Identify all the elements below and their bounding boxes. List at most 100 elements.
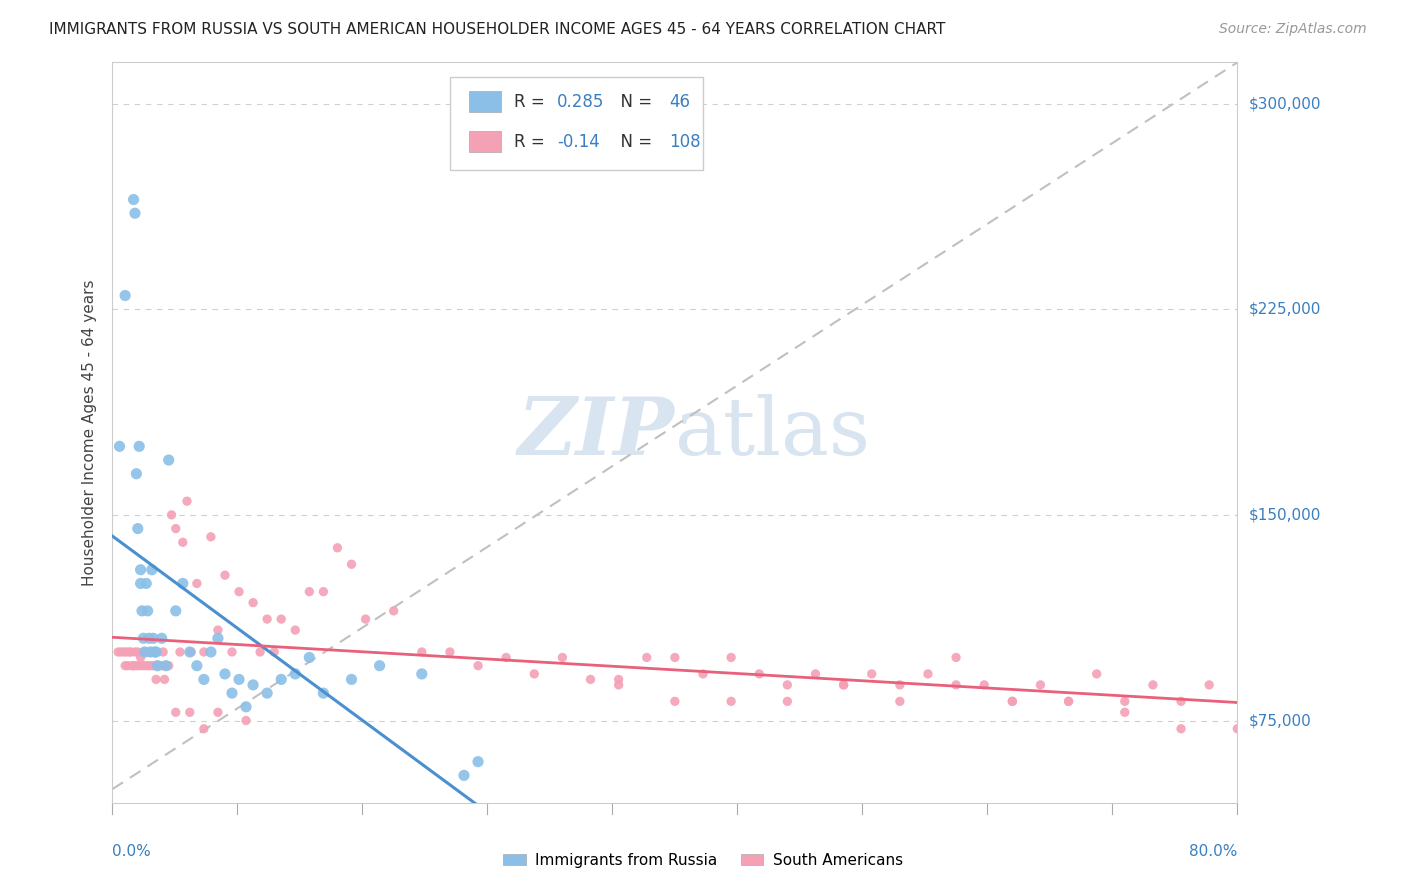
Point [122, 658, 145, 673]
Point [1170, 722, 1192, 736]
Point [720, 650, 742, 665]
Point [235, 714, 257, 728]
Point [312, 686, 335, 700]
Point [1142, 678, 1164, 692]
Point [973, 678, 995, 692]
Point [142, 658, 165, 673]
Point [945, 678, 967, 692]
Y-axis label: Householder Income Ages 45 - 64 years: Householder Income Ages 45 - 64 years [82, 279, 97, 586]
Point [551, 650, 574, 665]
Point [263, 645, 285, 659]
Point [128, 439, 150, 453]
Point [382, 604, 405, 618]
Point [122, 193, 145, 207]
Point [176, 494, 198, 508]
Point [207, 623, 229, 637]
Point [832, 678, 855, 692]
Point [141, 563, 163, 577]
Point [607, 678, 630, 692]
Point [256, 686, 278, 700]
Point [1057, 694, 1080, 708]
Point [1226, 722, 1249, 736]
Point [136, 604, 159, 618]
Point [165, 706, 187, 720]
Text: $225,000: $225,000 [1249, 301, 1320, 317]
FancyBboxPatch shape [470, 131, 501, 152]
Text: atlas: atlas [675, 393, 870, 472]
Point [664, 694, 686, 708]
Point [110, 645, 132, 659]
Point [153, 673, 176, 687]
Point [155, 658, 177, 673]
Point [607, 673, 630, 687]
Point [340, 558, 363, 572]
Text: N =: N = [610, 133, 657, 151]
Point [121, 658, 143, 673]
Point [131, 604, 153, 618]
Point [411, 645, 433, 659]
Point [115, 645, 138, 659]
Point [152, 645, 174, 659]
Point [804, 667, 827, 681]
Point [467, 755, 489, 769]
Text: 0.285: 0.285 [557, 93, 605, 111]
Point [112, 645, 135, 659]
Point [145, 673, 167, 687]
Point [368, 658, 391, 673]
Point [132, 645, 155, 659]
Point [120, 645, 142, 659]
Point [720, 694, 742, 708]
Point [1057, 694, 1080, 708]
Point [165, 522, 187, 536]
Text: $75,000: $75,000 [1249, 713, 1312, 728]
Point [136, 658, 159, 673]
Point [354, 612, 377, 626]
Point [1001, 694, 1024, 708]
Point [146, 658, 169, 673]
Point [157, 453, 180, 467]
Point [242, 596, 264, 610]
Point [132, 632, 155, 646]
Point [107, 645, 129, 659]
Point [284, 667, 307, 681]
Text: IMMIGRANTS FROM RUSSIA VS SOUTH AMERICAN HOUSEHOLDER INCOME AGES 45 - 64 YEARS C: IMMIGRANTS FROM RUSSIA VS SOUTH AMERICAN… [49, 22, 946, 37]
Point [207, 632, 229, 646]
Point [692, 667, 714, 681]
Point [172, 535, 194, 549]
Point [1114, 706, 1136, 720]
Point [298, 650, 321, 665]
Point [200, 645, 222, 659]
Point [270, 673, 292, 687]
Point [150, 658, 173, 673]
Point [146, 658, 169, 673]
Point [748, 667, 770, 681]
Point [200, 530, 222, 544]
Point [143, 645, 166, 659]
Point [298, 584, 321, 599]
Point [1198, 678, 1220, 692]
Point [186, 658, 208, 673]
Text: $300,000: $300,000 [1249, 96, 1320, 112]
Point [284, 623, 307, 637]
Point [179, 706, 201, 720]
Point [889, 678, 911, 692]
Point [114, 658, 136, 673]
Point [832, 678, 855, 692]
Point [114, 288, 136, 302]
Point [636, 650, 658, 665]
Point [523, 667, 546, 681]
Text: 80.0%: 80.0% [1189, 844, 1237, 858]
Text: 0.0%: 0.0% [112, 844, 152, 858]
Point [312, 584, 335, 599]
Point [138, 632, 160, 646]
Point [889, 694, 911, 708]
Point [135, 576, 157, 591]
Point [193, 673, 215, 687]
Point [242, 678, 264, 692]
Point [139, 645, 162, 659]
Text: $150,000: $150,000 [1249, 508, 1320, 523]
Point [180, 645, 202, 659]
Point [141, 645, 163, 659]
Point [235, 699, 257, 714]
Point [340, 673, 363, 687]
